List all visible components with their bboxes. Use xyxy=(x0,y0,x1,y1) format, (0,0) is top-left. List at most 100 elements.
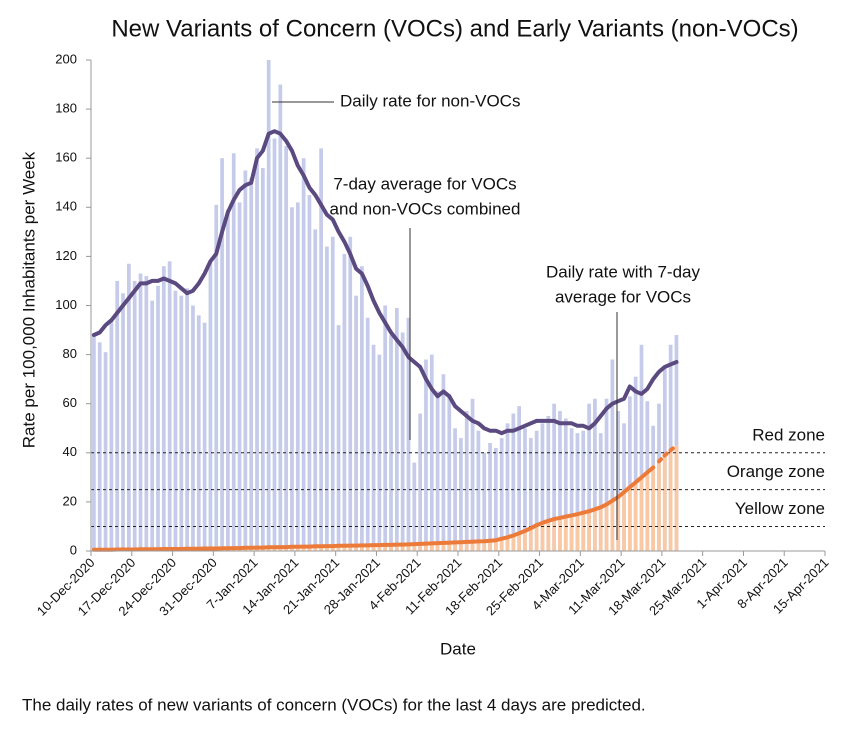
bar xyxy=(278,84,283,552)
y-tick-label: 60 xyxy=(63,395,77,410)
bar xyxy=(325,545,329,551)
bar xyxy=(674,334,679,551)
bar xyxy=(627,396,632,551)
bar xyxy=(412,544,417,551)
bar xyxy=(593,398,597,551)
bar xyxy=(604,398,609,551)
bar xyxy=(552,519,556,551)
bar xyxy=(563,418,568,551)
bar xyxy=(639,475,644,551)
zone-label: Yellow zone xyxy=(735,499,825,518)
bar xyxy=(616,411,621,551)
bar xyxy=(569,514,574,551)
bar xyxy=(546,415,551,551)
bar xyxy=(115,280,120,551)
bar xyxy=(307,546,312,551)
bar xyxy=(406,543,411,551)
bar xyxy=(441,542,446,551)
bar xyxy=(103,352,108,551)
bar xyxy=(319,546,323,551)
bar xyxy=(161,266,166,551)
bar xyxy=(365,317,370,551)
bar xyxy=(488,540,492,551)
bar xyxy=(406,317,411,551)
bar xyxy=(92,334,96,551)
bar xyxy=(202,322,207,551)
bar xyxy=(441,374,446,551)
bar xyxy=(581,430,586,551)
annotation: average for VOCs xyxy=(555,287,691,306)
annotation: and non-VOCs combined xyxy=(330,199,521,218)
bar xyxy=(301,546,306,551)
bar xyxy=(470,541,475,551)
bar xyxy=(453,541,457,551)
bar xyxy=(429,354,434,551)
bar xyxy=(546,520,551,551)
bar xyxy=(540,423,545,551)
bar xyxy=(167,261,172,551)
bar xyxy=(581,511,586,551)
bar xyxy=(360,545,364,551)
bar xyxy=(336,325,341,551)
bar xyxy=(412,462,417,551)
bar xyxy=(517,533,522,551)
bar xyxy=(651,465,656,551)
bar xyxy=(424,543,428,551)
zone-label: Red zone xyxy=(752,425,825,444)
annotation: Daily rate for non-VOCs xyxy=(340,91,520,110)
bar xyxy=(249,177,254,551)
y-tick-label: 40 xyxy=(63,444,77,459)
bar xyxy=(587,403,591,551)
bar xyxy=(97,342,102,551)
bar xyxy=(459,438,463,551)
bar xyxy=(435,543,440,551)
bar xyxy=(482,452,487,551)
bar xyxy=(295,547,300,551)
x-axis-label: Date xyxy=(440,639,476,658)
bar xyxy=(511,413,516,551)
bar xyxy=(598,433,603,551)
bar xyxy=(383,544,388,551)
bar xyxy=(429,542,434,551)
bar xyxy=(418,543,422,551)
y-tick-label: 100 xyxy=(55,297,77,312)
bar xyxy=(173,290,178,551)
bar xyxy=(633,483,638,551)
bar xyxy=(418,413,422,551)
bar xyxy=(622,423,626,551)
bar xyxy=(639,344,644,551)
bar xyxy=(657,462,661,551)
y-tick-label: 200 xyxy=(55,51,77,66)
bar xyxy=(330,546,335,551)
bar xyxy=(255,148,259,551)
bar xyxy=(476,430,481,551)
bar xyxy=(470,398,475,551)
bar xyxy=(394,544,399,551)
chart-title: New Variants of Concern (VOCs) and Early… xyxy=(111,15,798,42)
annotation: 7-day average for VOCs xyxy=(333,174,516,193)
bar xyxy=(394,307,399,551)
bar xyxy=(191,305,195,551)
bar xyxy=(284,547,289,551)
bar xyxy=(494,447,498,551)
bar xyxy=(645,473,650,551)
bar xyxy=(389,334,393,551)
bar xyxy=(505,423,510,551)
bar xyxy=(534,430,539,551)
bar xyxy=(377,545,382,551)
bar xyxy=(476,540,481,551)
bar xyxy=(494,539,498,551)
bar xyxy=(144,276,149,551)
bar xyxy=(389,545,393,551)
bar xyxy=(237,202,242,551)
footnote: The daily rates of new variants of conce… xyxy=(22,695,646,714)
bar xyxy=(266,60,271,551)
bar xyxy=(400,544,405,551)
bar xyxy=(447,393,452,551)
bar xyxy=(371,344,376,551)
y-tick-label: 160 xyxy=(55,150,77,165)
bar xyxy=(290,207,294,552)
bar xyxy=(109,320,114,551)
bar xyxy=(488,442,492,551)
